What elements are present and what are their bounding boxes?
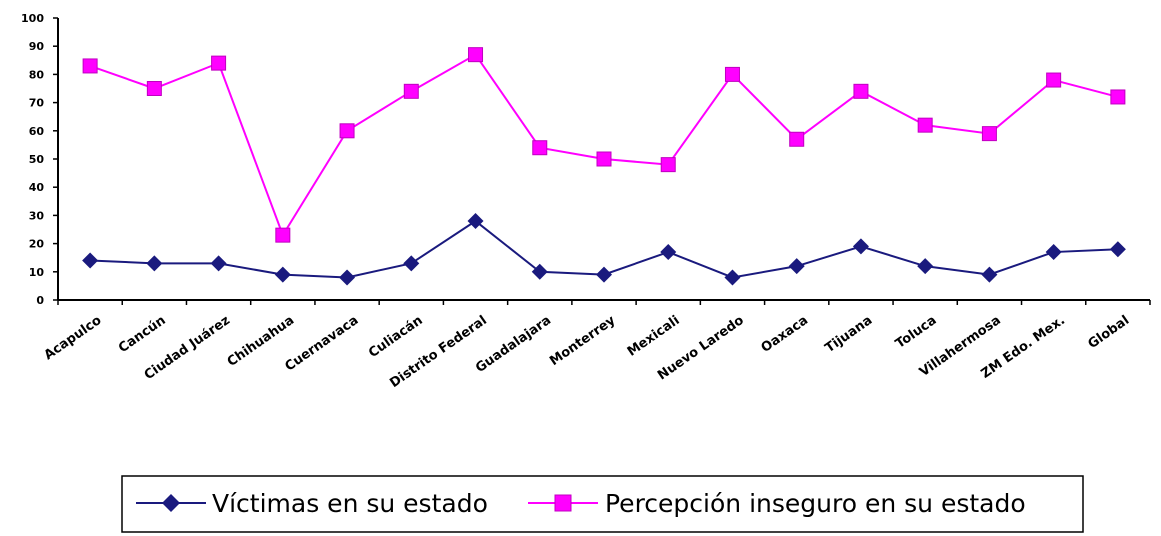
series-layer [82,47,1126,286]
x-tick-label: Monterrey [547,313,619,369]
data-point-square [82,58,98,74]
y-ticks: 0 10 20 30 40 50 60 70 80 90 100 [21,12,58,307]
data-point-diamond [660,244,677,261]
x-tick-label: Oaxaca [759,313,811,356]
data-point-diamond [403,255,420,272]
x-tick-label: Toluca [893,313,940,352]
legend-label-percepcion: Percepción inseguro en su estado [605,489,1026,518]
legend-label-victimas: Víctimas en su estado [212,489,488,518]
legend-box [121,475,1084,533]
y-tick-label: 40 [29,181,45,194]
data-point-square [660,157,676,173]
series-percepcion [82,47,1126,243]
series-victimas [82,213,1126,286]
data-point-square [339,123,355,139]
data-point-diamond [339,269,356,286]
legend: Víctimas en su estado Percepción insegur… [121,475,1084,533]
y-tick-label: 50 [29,153,45,166]
y-axis: 0 10 20 30 40 50 60 70 80 90 100 [21,12,59,307]
x-tick-label: Acapulco [42,313,105,363]
data-point-square [1110,89,1126,105]
y-tick-label: 60 [29,125,45,138]
data-point-square [468,47,484,63]
series-line [89,53,1119,238]
x-tick-label: Mexicali [625,313,683,360]
data-point-square [1046,72,1062,88]
y-tick-label: 70 [29,97,45,110]
y-tick-label: 0 [36,294,44,307]
data-point-square [853,83,869,99]
x-tick-label: Culiacán [366,313,426,361]
y-tick-label: 20 [29,238,45,251]
x-tick-label: Global [1085,313,1132,352]
data-point-diamond [1109,241,1126,258]
data-point-square [981,126,997,142]
y-tick-label: 30 [29,209,45,222]
data-point-square [275,227,291,243]
data-point-diamond [210,255,227,272]
data-point-diamond [596,266,612,283]
y-tick-label: 100 [21,12,44,25]
data-point-diamond [531,263,548,280]
legend-diamond-icon [162,494,180,512]
data-point-square [724,66,740,82]
y-tick-label: 10 [29,266,45,279]
data-point-square [146,81,162,96]
data-point-square [211,55,227,71]
data-point-diamond [274,266,291,283]
y-tick-label: 90 [29,40,45,53]
data-point-diamond [917,258,934,275]
y-tick-label: 80 [29,68,45,81]
x-tick-label: Tijuana [823,313,876,356]
data-point-square [596,151,612,167]
data-point-square [789,131,805,147]
data-point-square [532,140,548,156]
data-point-diamond [467,213,484,230]
legend-square-icon [554,494,572,512]
data-point-diamond [981,266,998,283]
data-point-square [403,83,419,99]
data-point-diamond [852,238,869,255]
data-point-diamond [146,255,163,272]
x-tick-label: Cancún [116,313,169,356]
data-point-diamond [82,252,99,269]
data-point-diamond [788,258,805,275]
data-point-square [917,117,933,133]
data-point-diamond [724,269,741,286]
data-point-diamond [1045,244,1062,261]
